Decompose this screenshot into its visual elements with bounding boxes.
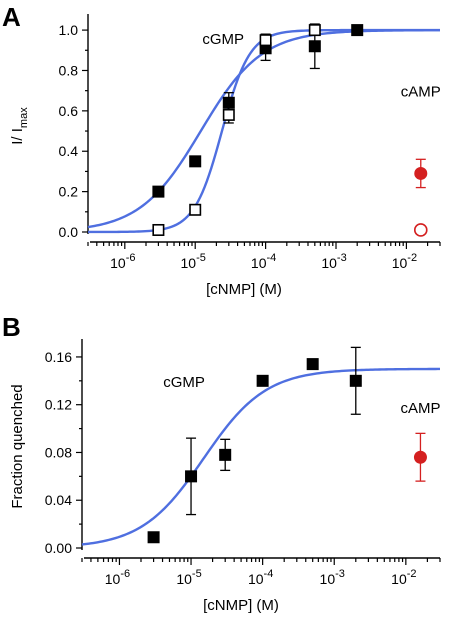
- panel-b-ytick-label: 0.00: [45, 540, 72, 556]
- panel-b-xtick-label: 10-4: [248, 568, 273, 587]
- panel-a-ytick-label: 0.2: [59, 184, 79, 200]
- panel-a-point-square-filled: [189, 155, 202, 168]
- panel-a-ytick-label: 1.0: [59, 22, 79, 38]
- panel-a-fit-curve: [87, 28, 440, 229]
- panel-a-point-circle-filled: [414, 166, 428, 180]
- panel-a-point-square-open: [189, 203, 202, 216]
- panel-b-fit-curve: [81, 367, 441, 546]
- panel-a-point-square-filled: [351, 24, 364, 37]
- panel-a-xtick-label: 10-5: [181, 252, 206, 271]
- panel-b-ytick-label: 0.16: [45, 349, 72, 365]
- panel-b-xlabel: [cNMP] (M): [203, 597, 279, 614]
- panel-a-ytick-label: 0.8: [59, 62, 79, 78]
- panel-a-point-square-open: [152, 223, 165, 236]
- panel-a-ylabel: I/ Imax: [9, 107, 30, 145]
- panel-a-ytick-label: 0.4: [59, 143, 79, 159]
- panel-a-point-circle-open: [413, 223, 428, 237]
- panel-a-annotation: cAMP: [401, 84, 441, 101]
- panel-b-xtick-label: 10-5: [176, 568, 201, 587]
- panel-b-xtick-label: 10-2: [391, 568, 416, 587]
- panel-b-ytick-label: 0.12: [45, 397, 72, 413]
- panel-a-xtick-label: 10-2: [392, 252, 417, 271]
- panel-a-point-square-open: [259, 34, 272, 47]
- panel-a-point-square-open: [308, 24, 321, 37]
- panel-b-annotation: cAMP: [400, 400, 440, 417]
- panel-a-point-square-filled: [222, 96, 235, 109]
- panel-b-xtick-label: 10-6: [105, 568, 130, 587]
- panel-a-xlabel: [cNMP] (M): [206, 281, 282, 298]
- panel-a-xtick-label: 10-3: [321, 252, 346, 271]
- panel-a-point-square-filled: [152, 185, 165, 198]
- panel-b-xtick-label: 10-3: [320, 568, 345, 587]
- panel-b: B 0.00 0.04 0.08 0.12 0.16 10-6 10-5 10-4 10-3 10-…: [2, 312, 441, 614]
- panel-b-ylabel: Fraction quenched: [9, 384, 26, 508]
- panel-a-annotation: cGMP: [202, 31, 244, 48]
- panel-b-point-square-filled: [349, 374, 362, 387]
- panel-a-letter: A: [2, 2, 21, 32]
- panel-a: A 0.0 0.2 0.4 0.6 0.8 1.0 10-6 10-5 10-4 10-3 10-2 […: [2, 2, 441, 298]
- panel-b-point-square-filled: [256, 374, 269, 387]
- panel-b-letter: B: [2, 312, 21, 342]
- panel-b-point-square-filled: [219, 448, 232, 461]
- panel-b-point-square-filled: [147, 531, 160, 544]
- panel-b-ytick-label: 0.08: [45, 444, 72, 460]
- panel-b-point-square-filled: [185, 470, 198, 483]
- panel-b-annotation: cGMP: [163, 374, 205, 391]
- panel-a-ytick-label: 0.0: [59, 224, 79, 240]
- panel-a-point-square-filled: [308, 40, 321, 53]
- panel-a-xtick-label: 10-4: [251, 252, 276, 271]
- panel-b-point-circle-filled: [413, 450, 427, 464]
- panel-a-point-square-open: [222, 108, 235, 121]
- panel-b-point-square-filled: [306, 358, 319, 371]
- panel-a-ytick-label: 0.6: [59, 103, 79, 119]
- panel-a-xtick-label: 10-6: [110, 252, 135, 271]
- panel-b-ytick-label: 0.04: [45, 492, 72, 508]
